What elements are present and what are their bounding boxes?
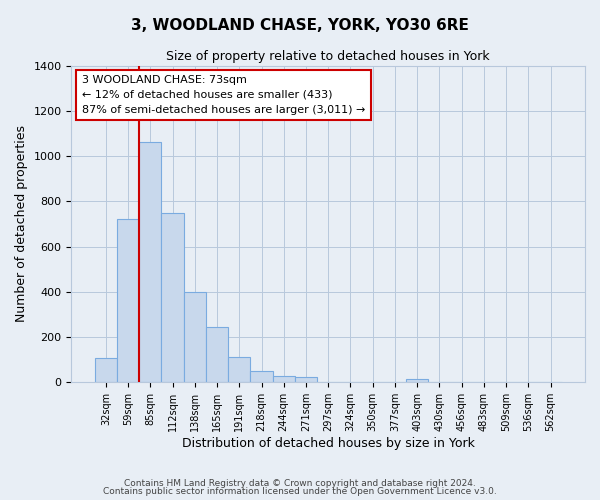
Text: 3, WOODLAND CHASE, YORK, YO30 6RE: 3, WOODLAND CHASE, YORK, YO30 6RE: [131, 18, 469, 32]
Text: 3 WOODLAND CHASE: 73sqm
← 12% of detached houses are smaller (433)
87% of semi-d: 3 WOODLAND CHASE: 73sqm ← 12% of detache…: [82, 75, 365, 114]
Bar: [117, 220, 139, 382]
Bar: [250, 372, 272, 382]
Bar: [206, 328, 228, 382]
Bar: [228, 358, 250, 382]
Bar: [406, 380, 428, 382]
Text: Contains HM Land Registry data © Crown copyright and database right 2024.: Contains HM Land Registry data © Crown c…: [124, 478, 476, 488]
Bar: [139, 142, 161, 382]
Bar: [95, 358, 117, 382]
Bar: [295, 378, 317, 382]
Bar: [184, 292, 206, 382]
Title: Size of property relative to detached houses in York: Size of property relative to detached ho…: [166, 50, 490, 63]
Text: Contains public sector information licensed under the Open Government Licence v3: Contains public sector information licen…: [103, 487, 497, 496]
Bar: [272, 376, 295, 382]
X-axis label: Distribution of detached houses by size in York: Distribution of detached houses by size …: [182, 437, 475, 450]
Y-axis label: Number of detached properties: Number of detached properties: [15, 126, 28, 322]
Bar: [161, 213, 184, 382]
